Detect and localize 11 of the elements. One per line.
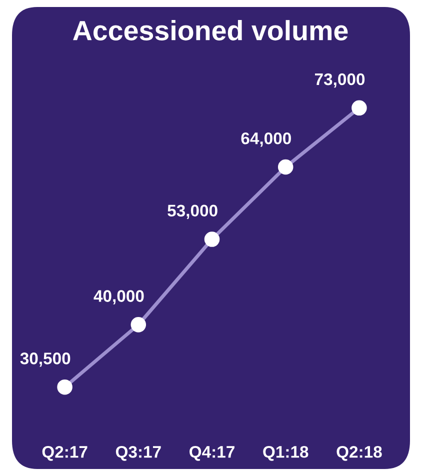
x-tick-label: Q2:18	[336, 446, 382, 461]
x-tick-label: Q4:17	[190, 446, 234, 461]
data-label: 64,000	[241, 132, 291, 147]
x-tick-label: Q1:18	[263, 446, 308, 461]
x-tick-label: Q2:17	[42, 446, 88, 461]
data-label: 30,500	[20, 352, 70, 367]
data-label: 40,000	[94, 290, 144, 304]
chart-title: Accessioned volume	[73, 20, 348, 40]
x-tick-label: Q3:17	[116, 446, 161, 461]
data-label: 73,000	[314, 73, 365, 88]
data-label: 53,000	[168, 204, 218, 219]
